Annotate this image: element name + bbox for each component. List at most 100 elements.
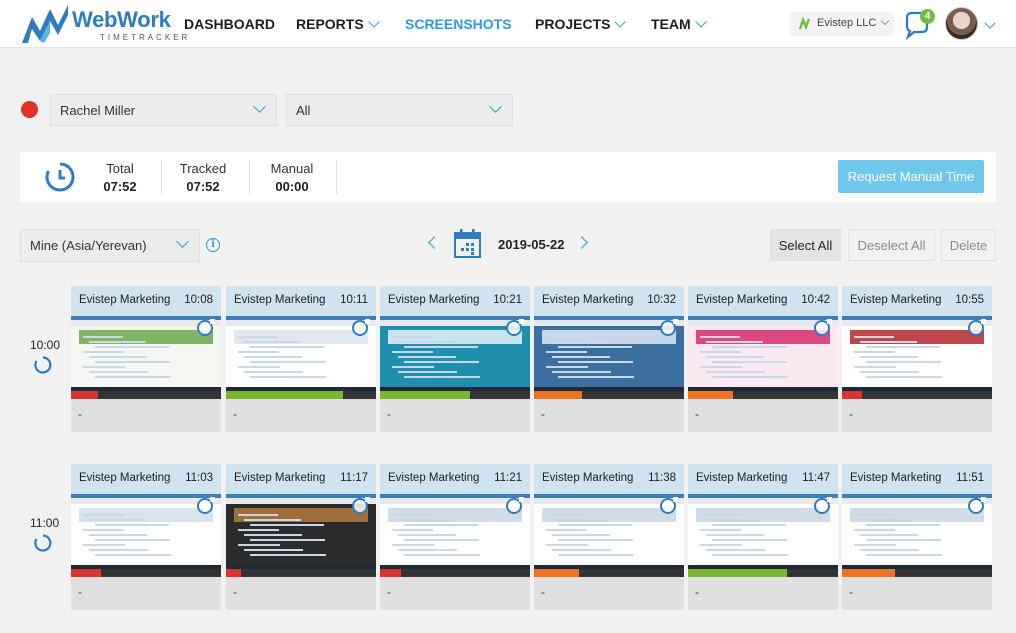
screenshot-card[interactable]: Evistep Marketing 10:42 - bbox=[688, 286, 838, 444]
thumbnail-line bbox=[552, 356, 610, 358]
thumbnail-content-block bbox=[542, 330, 676, 344]
select-screenshot-icon[interactable] bbox=[968, 497, 986, 514]
thumbnail-content-block bbox=[542, 508, 676, 522]
current-date: 2019-05-22 bbox=[498, 237, 565, 252]
timezone-select[interactable]: Mine (Asia/Yerevan) bbox=[20, 229, 200, 262]
thumbnail-content-block bbox=[388, 508, 522, 522]
screenshot-thumbnail[interactable] bbox=[226, 316, 376, 391]
screenshot-thumbnail[interactable] bbox=[842, 494, 992, 569]
screenshot-note: - bbox=[688, 399, 838, 432]
thumbnail-line bbox=[860, 549, 919, 551]
stat-tracked-label: Tracked bbox=[179, 161, 227, 176]
screenshot-thumbnail[interactable] bbox=[71, 316, 221, 391]
chevron-down-icon bbox=[176, 235, 189, 248]
nav-projects[interactable]: PROJECTS bbox=[535, 16, 627, 32]
thumbnail-line bbox=[558, 376, 634, 378]
select-screenshot-icon[interactable] bbox=[197, 497, 215, 514]
screenshot-card[interactable]: Evistep Marketing 11:21 - bbox=[380, 464, 530, 622]
screenshot-thumbnail[interactable] bbox=[534, 494, 684, 569]
next-day-button[interactable] bbox=[575, 236, 588, 249]
thumbnail-line bbox=[712, 554, 788, 556]
screenshot-thumbnail[interactable] bbox=[688, 494, 838, 569]
activity-level bbox=[71, 391, 98, 399]
thumbnail-line bbox=[558, 346, 632, 348]
select-screenshot-icon[interactable] bbox=[506, 497, 524, 514]
thumbnail-browser-bar bbox=[688, 498, 838, 504]
screenshot-card[interactable]: Evistep Marketing 10:11 - bbox=[226, 286, 376, 444]
activity-level bbox=[226, 569, 241, 577]
screenshot-note-text: - bbox=[233, 407, 237, 421]
thumbnail-line bbox=[552, 549, 611, 551]
screenshot-card[interactable]: Evistep Marketing 11:17 - bbox=[226, 464, 376, 622]
select-screenshot-icon[interactable] bbox=[352, 497, 370, 514]
screenshot-card[interactable]: Evistep Marketing 10:08 - bbox=[71, 286, 221, 444]
thumbnail-line bbox=[392, 514, 432, 516]
screenshot-time: 11:03 bbox=[185, 472, 213, 484]
thumbnail-browser-bar bbox=[71, 498, 221, 504]
select-all-button[interactable]: Select All bbox=[770, 229, 841, 261]
activity-bar bbox=[842, 391, 992, 399]
company-selector[interactable]: Evistep LLC bbox=[790, 12, 894, 36]
previous-day-button[interactable] bbox=[428, 236, 441, 249]
screenshot-time: 10:55 bbox=[955, 294, 984, 306]
screenshot-card[interactable]: Evistep Marketing 10:55 - bbox=[842, 286, 992, 444]
screenshot-note: - bbox=[226, 399, 376, 432]
screenshot-thumbnail[interactable] bbox=[380, 316, 530, 391]
screenshot-note-text: - bbox=[78, 585, 82, 599]
thumbnail-line bbox=[95, 524, 169, 526]
webwork-logo[interactable]: WebWork TIMETRACKER bbox=[20, 3, 187, 45]
nav-screenshots[interactable]: SCREENSHOTS bbox=[405, 16, 512, 32]
project-select[interactable]: All bbox=[286, 94, 513, 126]
screenshot-thumbnail[interactable] bbox=[842, 316, 992, 391]
screenshot-card[interactable]: Evistep Marketing 10:21 - bbox=[380, 286, 530, 444]
hour-select-icon[interactable] bbox=[34, 356, 52, 374]
thumbnail-content-block bbox=[234, 330, 368, 344]
screenshot-time: 11:17 bbox=[340, 472, 368, 484]
select-screenshot-icon[interactable] bbox=[814, 319, 832, 336]
screenshot-card[interactable]: Evistep Marketing 11:03 - bbox=[71, 464, 221, 622]
select-screenshot-icon[interactable] bbox=[660, 497, 678, 514]
thumbnail-line bbox=[83, 336, 123, 338]
select-screenshot-icon[interactable] bbox=[506, 319, 524, 336]
select-screenshot-icon[interactable] bbox=[197, 319, 215, 336]
screenshot-card[interactable]: Evistep Marketing 10:32 - bbox=[534, 286, 684, 444]
select-screenshot-icon[interactable] bbox=[814, 497, 832, 514]
activity-level bbox=[534, 391, 582, 399]
avatar[interactable] bbox=[945, 7, 978, 40]
screenshot-card[interactable]: Evistep Marketing 11:51 - bbox=[842, 464, 992, 622]
nav-team[interactable]: TEAM bbox=[651, 16, 707, 32]
request-manual-time-button[interactable]: Request Manual Time bbox=[838, 160, 984, 193]
thumbnail-browser-bar bbox=[380, 498, 530, 504]
delete-button[interactable]: Delete bbox=[941, 229, 996, 261]
nav-dashboard[interactable]: DASHBOARD bbox=[184, 16, 275, 32]
calendar-icon[interactable] bbox=[454, 229, 481, 258]
thumbnail-browser-bar bbox=[380, 320, 530, 326]
select-screenshot-icon[interactable] bbox=[352, 319, 370, 336]
screenshot-thumbnail[interactable] bbox=[226, 494, 376, 569]
thumbnail-content-block bbox=[850, 508, 984, 522]
thumbnail-line bbox=[558, 554, 634, 556]
thumbnail-line bbox=[700, 336, 740, 338]
screenshot-thumbnail[interactable] bbox=[688, 316, 838, 391]
screenshot-card[interactable]: Evistep Marketing 11:47 - bbox=[688, 464, 838, 622]
nav-reports[interactable]: REPORTS bbox=[296, 16, 380, 32]
screenshot-card[interactable]: Evistep Marketing 11:38 - bbox=[534, 464, 684, 622]
deselect-all-button[interactable]: Deselect All bbox=[848, 229, 935, 261]
activity-level bbox=[226, 391, 343, 399]
notifications-button[interactable]: 4 bbox=[902, 9, 935, 41]
screenshot-note: - bbox=[226, 577, 376, 610]
stat-manual: Manual 00:00 bbox=[265, 152, 319, 202]
thumbnail-line bbox=[706, 534, 764, 536]
screenshot-thumbnail[interactable] bbox=[534, 316, 684, 391]
info-icon[interactable]: i bbox=[206, 238, 220, 252]
thumbnail-line bbox=[860, 356, 918, 358]
screenshot-thumbnail[interactable] bbox=[380, 494, 530, 569]
select-screenshot-icon[interactable] bbox=[660, 319, 678, 336]
screenshot-note: - bbox=[71, 577, 221, 610]
user-select[interactable]: Rachel Miller bbox=[50, 94, 277, 126]
screenshot-thumbnail[interactable] bbox=[71, 494, 221, 569]
hour-select-icon[interactable] bbox=[34, 534, 52, 552]
chevron-down-icon bbox=[489, 100, 502, 113]
chevron-down-icon[interactable] bbox=[984, 17, 996, 29]
select-screenshot-icon[interactable] bbox=[968, 319, 986, 336]
